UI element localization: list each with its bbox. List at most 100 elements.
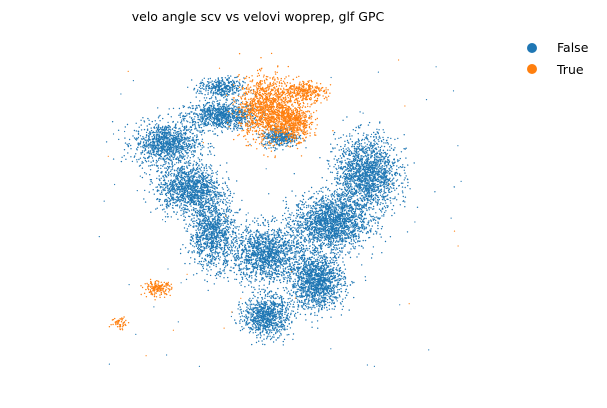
point-false <box>198 158 201 161</box>
point-false <box>189 179 191 181</box>
point-false <box>216 180 218 182</box>
point-false <box>196 176 198 179</box>
point-false <box>173 201 175 204</box>
point-false <box>174 155 176 157</box>
point-false <box>196 215 199 217</box>
point-false <box>255 270 257 272</box>
point-false <box>149 165 152 167</box>
point-false <box>207 113 209 115</box>
point-false <box>236 108 238 110</box>
point-false <box>250 280 252 283</box>
point-false <box>201 123 203 125</box>
point-false <box>167 154 170 156</box>
point-false <box>169 184 171 186</box>
point-false <box>211 242 214 244</box>
point-false <box>162 117 164 120</box>
point-false <box>199 100 201 102</box>
point-false <box>149 123 151 126</box>
point-false <box>235 100 238 102</box>
point-false <box>185 230 187 232</box>
point-false <box>234 120 237 123</box>
point-false <box>211 198 213 200</box>
point-false <box>230 209 233 212</box>
point-false <box>173 193 175 196</box>
point-false <box>154 135 156 138</box>
point-false <box>214 274 217 277</box>
point-false <box>191 119 194 121</box>
point-false <box>143 150 146 152</box>
point-false <box>206 205 208 208</box>
point-false <box>215 264 217 266</box>
point-false <box>166 206 168 208</box>
point-false <box>223 277 225 279</box>
point-false <box>225 241 227 243</box>
point-false <box>192 170 194 172</box>
point-false <box>179 190 181 192</box>
point-false <box>210 228 212 231</box>
point-false <box>233 127 235 130</box>
point-false <box>226 254 228 257</box>
point-false <box>160 182 162 184</box>
point-false <box>228 188 230 190</box>
point-false <box>222 106 224 108</box>
point-false <box>147 160 150 162</box>
point-false <box>214 212 216 214</box>
point-false <box>257 223 259 225</box>
point-false <box>187 197 189 199</box>
point-false <box>191 178 194 180</box>
point-false <box>182 105 184 107</box>
point-false <box>194 211 197 213</box>
point-false <box>201 119 204 122</box>
point-false <box>212 123 214 125</box>
point-false <box>202 227 205 230</box>
point-false <box>301 233 303 236</box>
point-false <box>128 138 131 141</box>
point-false <box>159 153 161 156</box>
point-false <box>188 137 190 140</box>
point-false <box>244 229 246 232</box>
point-false <box>167 180 170 182</box>
point-false <box>219 222 221 225</box>
point-false <box>138 158 140 161</box>
point-false <box>215 257 217 260</box>
point-false <box>214 115 216 118</box>
point-false <box>289 262 291 265</box>
point-false <box>152 140 154 143</box>
point-false <box>182 182 185 185</box>
point-false <box>181 207 183 210</box>
point-false <box>173 211 175 213</box>
point-false <box>231 241 233 243</box>
point-false <box>214 219 216 221</box>
point-false <box>229 128 232 130</box>
point-false <box>229 221 231 223</box>
point-false <box>160 191 163 194</box>
point-false <box>180 186 183 188</box>
point-false <box>241 108 243 111</box>
point-false <box>234 232 237 235</box>
point-false <box>211 254 213 256</box>
point-false <box>233 244 235 246</box>
point-false <box>294 261 296 263</box>
point-false <box>172 188 174 190</box>
point-false <box>200 207 202 209</box>
point-false <box>167 184 169 187</box>
point-false <box>192 165 194 167</box>
point-false <box>168 171 170 173</box>
point-false <box>223 252 225 255</box>
point-false <box>203 110 205 112</box>
point-false <box>182 184 184 186</box>
point-false <box>207 190 210 193</box>
point-false <box>159 157 161 159</box>
point-false <box>263 284 265 286</box>
point-false <box>228 253 230 256</box>
point-false <box>220 273 222 275</box>
point-false <box>162 151 164 153</box>
point-false <box>210 176 212 178</box>
point-false <box>210 215 212 217</box>
point-false <box>151 147 153 149</box>
point-false <box>210 106 212 108</box>
point-false <box>201 163 203 165</box>
point-false <box>216 170 219 172</box>
point-false <box>217 196 219 198</box>
point-false <box>220 224 222 227</box>
